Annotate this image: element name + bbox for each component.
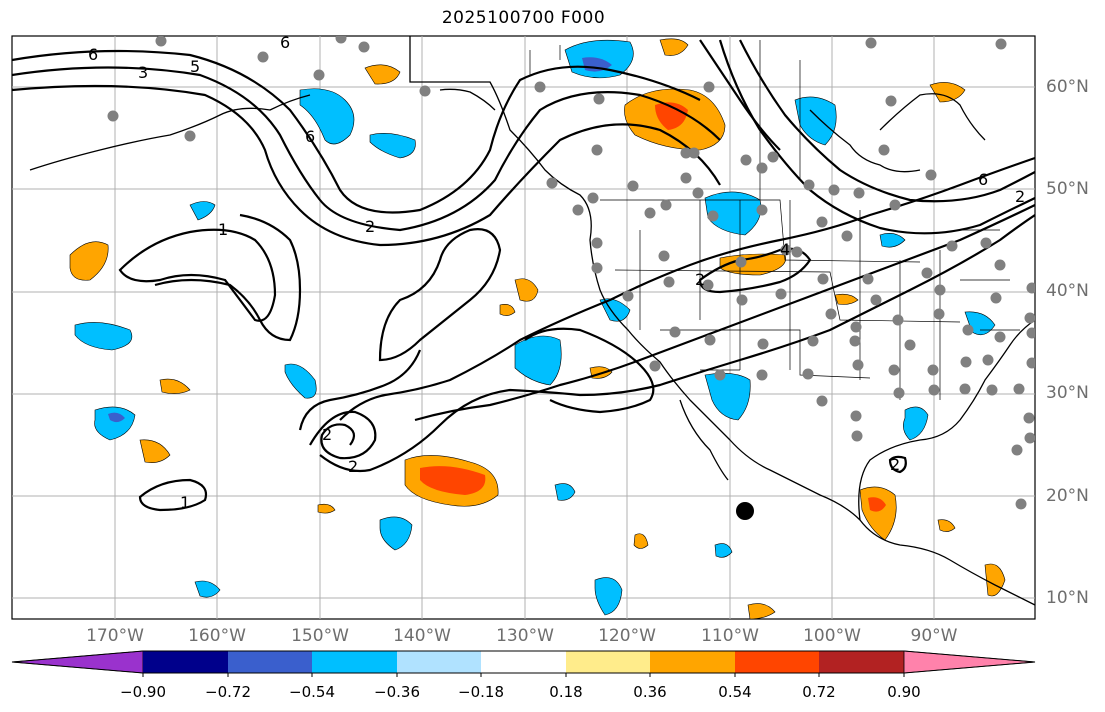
lon-label-130w: 130°W bbox=[496, 626, 554, 646]
colorbar-segment bbox=[735, 651, 819, 673]
contour-label: 5 bbox=[190, 57, 200, 76]
colorbar-segment bbox=[903, 650, 1036, 674]
contour-label: 6 bbox=[280, 33, 290, 52]
colorbar-segment bbox=[397, 651, 481, 673]
contour-label: 2 bbox=[348, 457, 358, 476]
colorbar-segment bbox=[228, 651, 312, 673]
contour-label: 2 bbox=[695, 270, 705, 289]
colorbar-segment bbox=[312, 651, 397, 673]
contour-label: 6 bbox=[978, 170, 988, 189]
map-frame bbox=[11, 35, 1036, 620]
lat-label-20: 20°N bbox=[1046, 486, 1089, 506]
contour-label: 2 bbox=[365, 217, 375, 236]
colorbar-tick-label: −0.18 bbox=[458, 683, 504, 701]
contour-label: 2 bbox=[1015, 187, 1025, 206]
contour-label: 1 bbox=[180, 493, 190, 512]
lat-label-50: 50°N bbox=[1046, 179, 1089, 199]
strong-positive-fills bbox=[420, 102, 886, 512]
contour-label: 3 bbox=[138, 63, 148, 82]
colorbar-tick-label: −0.36 bbox=[374, 683, 420, 701]
colorbar-tick-label: −0.54 bbox=[289, 683, 335, 701]
contour-label: 6 bbox=[88, 45, 98, 64]
colorbar-tick-label: 0.90 bbox=[887, 683, 921, 701]
contour-label: 1 bbox=[218, 220, 228, 239]
colorbar-segment bbox=[11, 650, 144, 674]
lon-label-160w: 160°W bbox=[188, 626, 246, 646]
highlight-station-marker bbox=[736, 502, 754, 520]
contour-label: 2 bbox=[890, 455, 900, 474]
lat-label-40: 40°N bbox=[1046, 281, 1089, 301]
colorbar-tick-label: 0.36 bbox=[633, 683, 667, 701]
lat-label-10: 10°N bbox=[1046, 588, 1089, 608]
lon-label-150w: 150°W bbox=[291, 626, 349, 646]
lat-label-60: 60°N bbox=[1046, 77, 1089, 97]
colorbar-tick-label: −0.72 bbox=[205, 683, 251, 701]
colorbar-segment bbox=[566, 651, 650, 673]
colorbar-segment bbox=[819, 651, 904, 673]
contour-label: 4 bbox=[780, 240, 790, 259]
lon-label-110w: 110°W bbox=[701, 626, 759, 646]
colorbar-tick-label: 0.18 bbox=[549, 683, 583, 701]
contour-label: 6 bbox=[305, 127, 315, 146]
colorbar-tick-label: 0.54 bbox=[718, 683, 752, 701]
lon-label-90w: 90°W bbox=[910, 626, 958, 646]
coastlines bbox=[29, 36, 1035, 606]
observation-stations bbox=[107, 36, 1035, 510]
contour-lines bbox=[12, 39, 1035, 512]
colorbar-segment bbox=[481, 651, 566, 673]
colorbar-segment bbox=[143, 651, 228, 673]
contour-labels: 6 3 5 6 6 1 2 2 2 1 4 6 2 2 2 bbox=[88, 33, 1025, 512]
lon-label-170w: 170°W bbox=[86, 626, 144, 646]
lon-label-100w: 100°W bbox=[803, 626, 861, 646]
colorbar-segment bbox=[650, 651, 735, 673]
lon-label-140w: 140°W bbox=[393, 626, 451, 646]
colorbar bbox=[11, 650, 1036, 677]
map-canvas[interactable]: 6 3 5 6 6 1 2 2 2 1 4 6 2 2 2 bbox=[0, 0, 1105, 640]
colorbar-tick-label: 0.72 bbox=[802, 683, 836, 701]
lat-label-30: 30°N bbox=[1046, 383, 1089, 403]
lon-label-120w: 120°W bbox=[598, 626, 656, 646]
contour-label: 2 bbox=[322, 425, 332, 444]
colorbar-tick-label: −0.90 bbox=[120, 683, 166, 701]
map-title: 2025100700 F000 bbox=[441, 8, 606, 28]
